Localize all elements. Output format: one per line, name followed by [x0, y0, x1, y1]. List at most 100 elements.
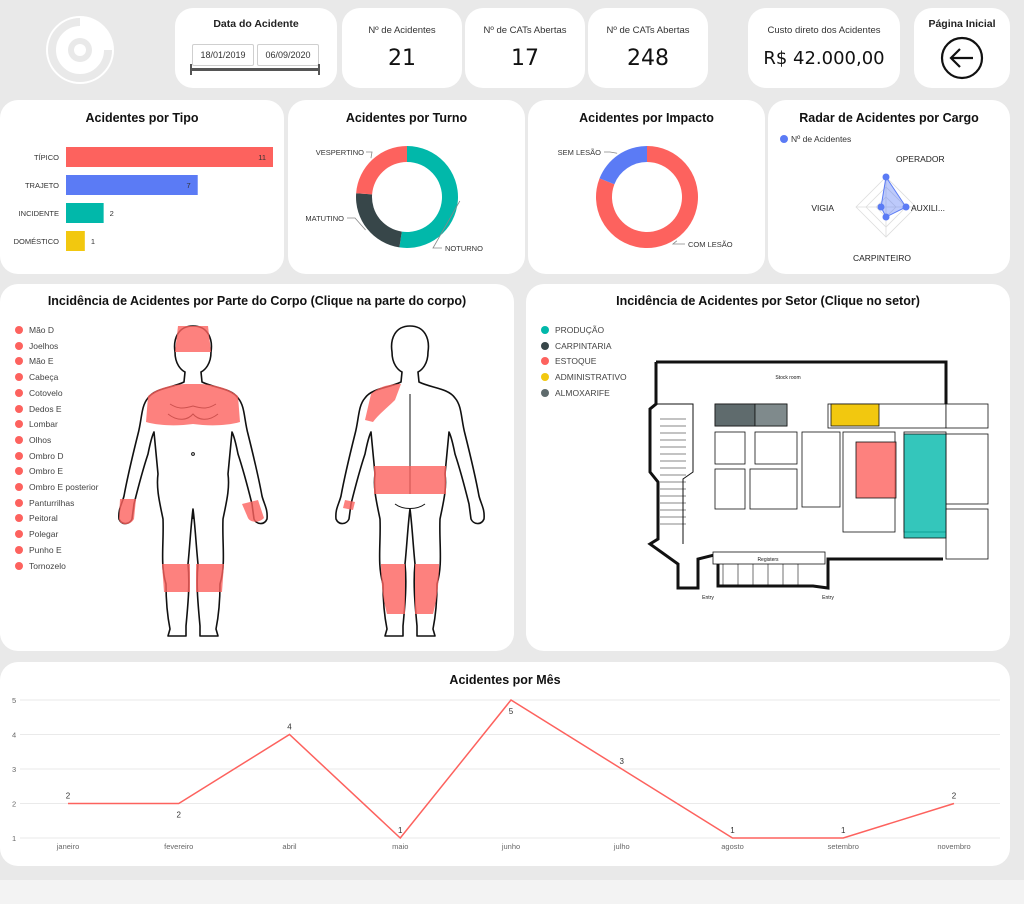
lumbar-region: [374, 466, 446, 494]
sector-legend-item[interactable]: ESTOQUE: [541, 355, 596, 367]
body-part-legend-item[interactable]: Ombro E: [15, 465, 63, 477]
legend-dot-icon: [15, 373, 23, 382]
arrow-left-circle-icon[interactable]: [939, 35, 985, 81]
legend-dot-icon: [541, 341, 549, 350]
bar-2: [66, 203, 104, 223]
x-tick-label: maio: [392, 842, 408, 851]
date-filter-title: Data do Acidente: [213, 18, 299, 30]
slider-handle-right[interactable]: [318, 64, 320, 75]
body-part-label: Mão E: [29, 356, 54, 367]
sector-label: ESTOQUE: [555, 356, 597, 367]
body-part-label: Tornozelo: [29, 560, 66, 571]
floor-plan-sectors: [714, 403, 947, 539]
bar-3: [66, 231, 85, 251]
data-label: 1: [730, 826, 735, 835]
by-impact-donut-chart: COM LESÃO SEM LESÃO: [558, 146, 733, 249]
body-part-legend-item[interactable]: Mão E: [15, 355, 54, 367]
body-part-legend-item[interactable]: Olhos: [15, 434, 51, 446]
body-part-label: Ombro D: [29, 450, 64, 461]
calves-region: [381, 564, 439, 614]
body-part-label: Mão D: [29, 325, 55, 335]
donut-slice-1: [599, 146, 647, 185]
sector-label: PRODUÇÃO: [555, 325, 605, 335]
x-tick-label: novembro: [937, 842, 970, 851]
legend-dot-icon: [15, 326, 23, 334]
sector-legend-item[interactable]: ALMOXARIFE: [541, 387, 610, 399]
back-highlights: [343, 384, 446, 614]
body-part-legend-item[interactable]: Mão D: [15, 324, 54, 336]
sector-legend-item[interactable]: PRODUÇÃO: [541, 324, 604, 336]
body-part-legend-item[interactable]: Peitoral: [15, 512, 58, 524]
sector-estoque-area: [855, 441, 897, 499]
donut-slice-2: [356, 146, 407, 195]
date-start-input[interactable]: 18/01/2019: [192, 44, 254, 66]
right-hand-region: [119, 499, 136, 525]
data-label: 2: [952, 792, 957, 801]
monthly-card: Acidentes por Mês 1 2 3 4 5 janeiro 2 fevereiro…: [0, 662, 1010, 866]
body-part-legend-item[interactable]: Cotovelo: [15, 387, 63, 399]
radar-axis-label: AUXILI...: [911, 203, 945, 213]
data-label: 3: [620, 757, 625, 766]
legend-dot-icon: [15, 561, 23, 570]
body-part-legend-item[interactable]: Panturrilhas: [15, 497, 74, 509]
body-part-legend-item[interactable]: Dedos E: [15, 403, 62, 415]
legend-dot-icon: [15, 341, 23, 350]
date-range-slider[interactable]: [190, 64, 320, 75]
y-tick-label: 3: [12, 765, 16, 774]
legend-dot-icon: [15, 357, 23, 366]
body-part-legend-item[interactable]: Lombar: [15, 418, 58, 430]
donut-slice-1: [356, 193, 402, 248]
head-region: [175, 326, 211, 352]
home-button-label: Página Inicial: [928, 18, 996, 30]
body-part-legend-item[interactable]: Cabeça: [15, 371, 58, 383]
body-part-label: Panturrilhas: [29, 497, 75, 508]
body-part-legend-item[interactable]: Tornozelo: [15, 560, 66, 572]
donut-label: SEM LESÃO: [558, 148, 602, 157]
radar-chart: OPERADOR AUXILI... CARPINTEIRO VIGIA: [811, 154, 945, 263]
legend-dot-icon: [15, 435, 23, 444]
body-part-label: Joelhos: [29, 340, 59, 351]
front-highlights: [119, 326, 264, 592]
home-button[interactable]: Página Inicial: [914, 8, 1010, 88]
y-tick-label: 1: [12, 834, 16, 843]
by-type-title: Acidentes por Tipo: [85, 111, 199, 125]
wrist-region: [343, 500, 355, 510]
data-label: 4: [287, 723, 292, 732]
body-part-legend-item[interactable]: Punho E: [15, 544, 62, 556]
body-part-label: Lombar: [29, 419, 58, 430]
date-filter-card: Data do Acidente 18/01/2019 06/09/2020: [175, 8, 337, 88]
company-logo-icon: [46, 16, 114, 84]
left-shoulder-back-region: [365, 384, 401, 422]
body-part-label: Cotovelo: [29, 387, 63, 398]
data-label: 5: [509, 707, 514, 716]
donut-slice-0: [399, 146, 458, 248]
sector-title: Incidência de Acidentes por Setor (Cliqu…: [616, 294, 920, 308]
body-part-legend-item[interactable]: Ombro E posterior: [15, 481, 98, 493]
body-part-label: Punho E: [29, 544, 62, 555]
body-part-legend-item[interactable]: Ombro D: [15, 450, 63, 462]
legend-dot-icon: [15, 483, 23, 491]
x-tick-label: agosto: [721, 842, 744, 851]
by-shift-title: Acidentes por Turno: [345, 111, 468, 125]
radar-point: [902, 203, 910, 211]
body-part-label: Cabeça: [29, 372, 59, 383]
sector-legend-item[interactable]: ADMINISTRATIVO: [541, 371, 627, 383]
body-part-legend-item[interactable]: Joelhos: [15, 340, 58, 352]
data-label: 2: [177, 811, 182, 820]
sector-legend-item[interactable]: CARPINTARIA: [541, 340, 612, 352]
date-end-input[interactable]: 06/09/2020: [257, 44, 319, 66]
sector-label: ALMOXARIFE: [555, 387, 610, 398]
legend-dot-icon: [15, 404, 23, 413]
donut-label: VESPERTINO: [316, 148, 364, 157]
bar-category-label: DOMÉSTICO: [14, 237, 60, 246]
y-tick-label: 2: [12, 800, 16, 809]
kpi-cost-value: R$ 42.000,00: [763, 48, 885, 69]
slider-handle-left[interactable]: [190, 64, 192, 75]
by-shift-card: Acidentes por Turno NOTURNO MATUTINO VESPE…: [288, 100, 525, 274]
entry-left-label: Entry: [702, 595, 714, 601]
body-part-legend-item[interactable]: Polegar: [15, 528, 58, 540]
legend-dot-icon: [15, 420, 23, 429]
x-tick-label: setembro: [828, 842, 859, 851]
kpi-cats-2-label: Nº de CATs Abertas: [606, 25, 690, 36]
sector-label: ADMINISTRATIVO: [555, 372, 627, 383]
